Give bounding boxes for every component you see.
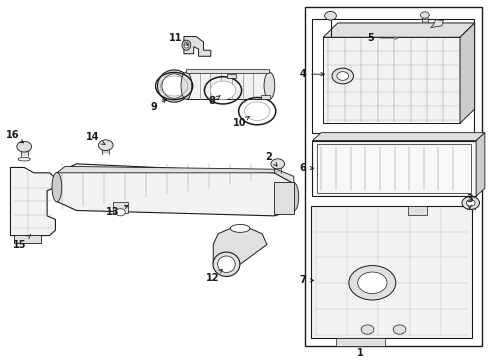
Circle shape bbox=[17, 141, 31, 152]
Text: 11: 11 bbox=[169, 33, 188, 45]
Text: 16: 16 bbox=[6, 130, 24, 143]
Text: 13: 13 bbox=[106, 206, 128, 217]
Ellipse shape bbox=[264, 72, 275, 99]
Text: 4: 4 bbox=[299, 69, 324, 79]
Bar bbox=[323, 37, 460, 123]
Circle shape bbox=[361, 325, 374, 334]
Text: 2: 2 bbox=[265, 152, 277, 166]
Text: 15: 15 bbox=[13, 235, 30, 249]
Polygon shape bbox=[431, 20, 443, 28]
Text: 7: 7 bbox=[299, 275, 314, 285]
Polygon shape bbox=[10, 167, 55, 235]
Circle shape bbox=[466, 200, 475, 206]
Bar bbox=[313, 140, 476, 196]
Ellipse shape bbox=[218, 256, 235, 273]
Text: 9: 9 bbox=[150, 99, 166, 112]
Circle shape bbox=[349, 266, 396, 300]
Ellipse shape bbox=[213, 252, 240, 276]
Bar bbox=[312, 206, 472, 338]
Bar bbox=[227, 74, 236, 78]
Bar bbox=[274, 182, 294, 214]
Ellipse shape bbox=[52, 172, 62, 202]
Text: 3: 3 bbox=[466, 194, 473, 209]
Circle shape bbox=[325, 12, 336, 20]
Polygon shape bbox=[476, 132, 485, 196]
Ellipse shape bbox=[181, 72, 192, 99]
Polygon shape bbox=[323, 23, 475, 37]
Polygon shape bbox=[460, 23, 475, 123]
Polygon shape bbox=[184, 37, 211, 56]
Bar bbox=[408, 206, 427, 215]
Bar bbox=[14, 235, 41, 243]
Circle shape bbox=[271, 159, 285, 169]
Text: 12: 12 bbox=[205, 270, 222, 283]
Ellipse shape bbox=[182, 40, 191, 50]
Bar bbox=[261, 95, 270, 99]
Ellipse shape bbox=[158, 70, 191, 102]
Circle shape bbox=[393, 325, 406, 334]
Ellipse shape bbox=[289, 183, 299, 211]
Polygon shape bbox=[213, 228, 267, 264]
Circle shape bbox=[210, 81, 236, 100]
Ellipse shape bbox=[184, 42, 189, 48]
Text: 10: 10 bbox=[233, 116, 250, 127]
Ellipse shape bbox=[18, 157, 30, 161]
Text: 6: 6 bbox=[299, 163, 314, 173]
Circle shape bbox=[358, 272, 387, 293]
Text: 8: 8 bbox=[208, 96, 220, 106]
Polygon shape bbox=[313, 132, 485, 140]
Circle shape bbox=[116, 209, 125, 216]
Circle shape bbox=[332, 68, 353, 84]
Bar bbox=[186, 69, 270, 73]
Ellipse shape bbox=[162, 74, 186, 98]
Circle shape bbox=[337, 72, 348, 80]
Polygon shape bbox=[336, 338, 385, 346]
Bar bbox=[186, 72, 270, 99]
Circle shape bbox=[462, 197, 480, 210]
Circle shape bbox=[420, 12, 429, 18]
Circle shape bbox=[98, 140, 113, 150]
Ellipse shape bbox=[230, 225, 250, 232]
Polygon shape bbox=[57, 166, 294, 184]
Bar bbox=[113, 202, 128, 213]
Text: 5: 5 bbox=[368, 33, 397, 43]
Text: 1: 1 bbox=[356, 348, 363, 358]
Polygon shape bbox=[57, 164, 294, 216]
Text: 14: 14 bbox=[86, 132, 105, 144]
Bar bbox=[313, 19, 474, 133]
Circle shape bbox=[245, 102, 270, 121]
Bar bbox=[305, 7, 482, 346]
Bar bbox=[318, 144, 471, 193]
